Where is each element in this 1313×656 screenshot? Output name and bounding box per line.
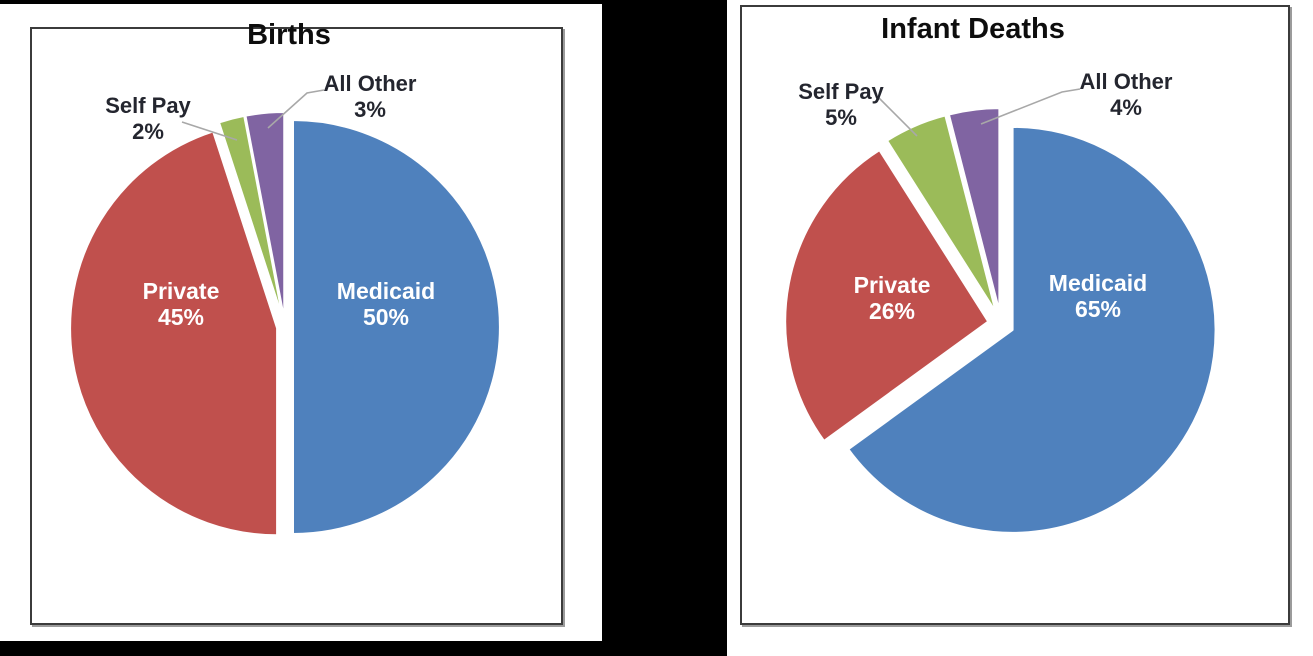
leader-line-all-other [980,88,1081,125]
pie-slice-all-other [947,107,1001,313]
births-chart-title: Births [247,19,331,51]
pie-slice-medicaid [847,125,1217,534]
pie-slice-self-pay [218,114,285,321]
pie-slice-self-pay [886,114,997,314]
data-label-all-other: All Other 4% [1080,69,1173,120]
leader-line-self-pay [181,121,238,141]
pie-slice-medicaid [292,119,501,535]
infant-deaths-chart-title: Infant Deaths [881,13,1065,45]
data-label-medicaid: Medicaid 65% [1049,270,1147,322]
data-label-private: Private 26% [854,272,931,324]
data-label-medicaid: Medicaid 50% [337,278,435,330]
leader-line-self-pay [878,97,918,137]
data-label-all-other: All Other 3% [324,71,417,122]
births-pie-chart: Medicaid 50% Private 45% Self Pay 2% All Other… [69,71,501,537]
pie-slice-all-other [244,111,286,321]
data-label-self-pay: Self Pay 2% [105,93,191,144]
pie-slice-private [69,130,279,537]
data-label-private: Private 45% [143,278,220,330]
pie-slice-private [784,149,990,442]
infant-deaths-pie-chart: Medicaid 65% Private 26% Self Pay 5% All Other… [784,69,1217,534]
leader-line-all-other [267,89,325,129]
data-label-self-pay: Self Pay 5% [798,79,884,130]
